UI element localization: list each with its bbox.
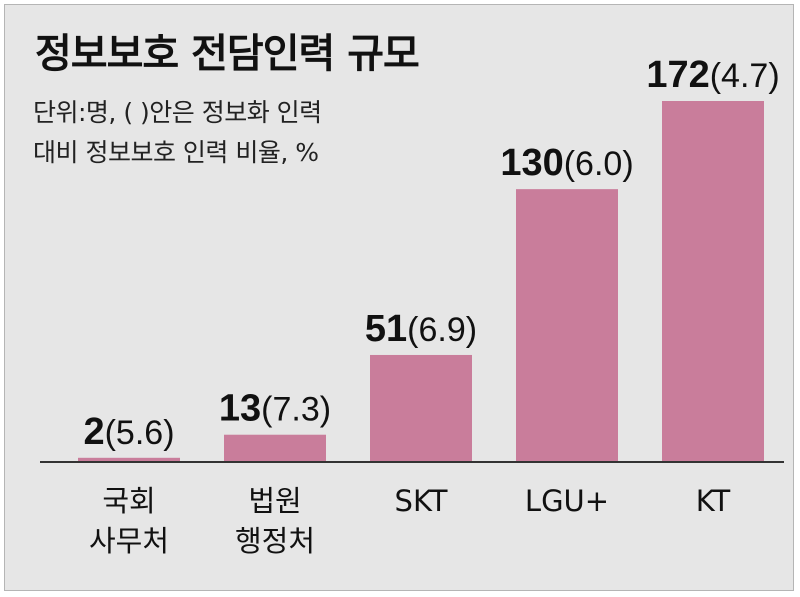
bar-ratio: (6.0) [564,145,634,183]
category-label: LGU+ [525,484,609,518]
bar-value-label: 2(5.6) [83,411,174,453]
chart-title: 정보보호 전담인력 규모 [35,31,420,77]
bar-value-label: 172(4.7) [646,54,779,96]
bar [224,434,326,462]
category-label: 행정처 [235,524,315,558]
bar-ratio: (6.9) [407,311,477,349]
bar-ratio: (7.3) [261,391,331,429]
bar [78,457,180,462]
bar [516,189,618,462]
bar-value: 130 [500,142,563,184]
bar-value: 13 [219,388,261,430]
subtitle-line-1: 단위:명, ( )안은 정보화 인력 [33,98,322,127]
bar-value: 2 [83,411,104,453]
bar-value-label: 130(6.0) [500,142,633,184]
bar-ratio: (5.6) [105,414,175,452]
chart-subtitle: 단위:명, ( )안은 정보화 인력 대비 정보보호 인력 비율, % [33,93,322,173]
bar [662,101,764,462]
bar [370,354,472,462]
category-label: 사무처 [89,524,169,558]
bar-value-label: 13(7.3) [219,388,331,430]
bar-value-label: 51(6.9) [365,308,477,350]
bar-value: 172 [646,54,709,96]
bar-value: 51 [365,308,407,350]
bar-ratio: (4.7) [710,57,780,95]
subtitle-line-2: 대비 정보보호 인력 비율, % [33,138,319,167]
category-label: 국회 [102,484,155,518]
category-label: SKT [395,484,448,518]
category-label: KT [696,484,731,518]
category-label: 법원 [248,484,301,518]
